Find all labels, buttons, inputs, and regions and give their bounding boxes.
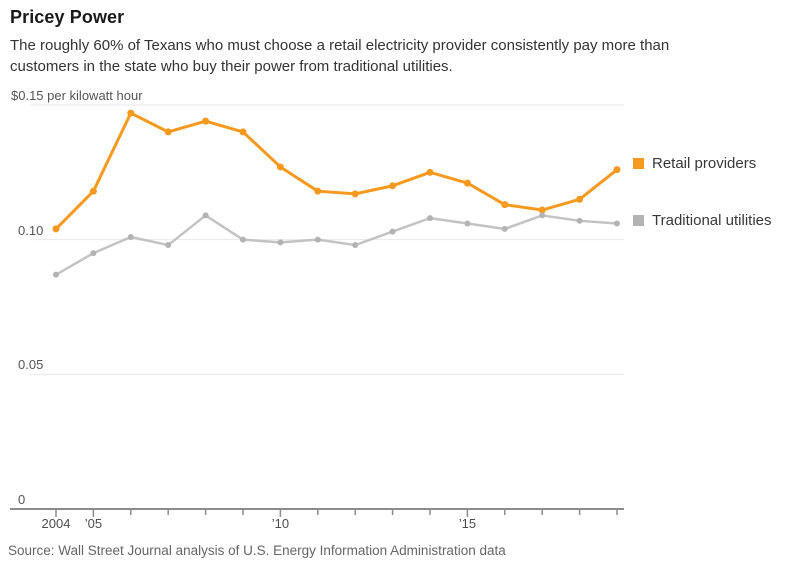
x-axis-label: ’05 <box>84 516 103 531</box>
retail-providers-swatch <box>633 158 644 169</box>
data-point <box>164 128 172 136</box>
traditional-utilities-swatch <box>633 215 644 226</box>
data-point <box>276 163 284 171</box>
legend-label-traditional-utilities: Traditional utilities <box>652 212 772 229</box>
chart-subtitle: The roughly 60% of Texans who must choos… <box>10 37 670 75</box>
data-point <box>464 220 471 227</box>
y-axis-label: 0.10 <box>18 222 44 238</box>
data-point <box>52 225 60 233</box>
data-point <box>426 168 434 176</box>
data-point <box>501 201 509 209</box>
y-axis-label: 0.05 <box>18 357 44 373</box>
legend-item-traditional-utilities: Traditional utilities <box>633 212 800 229</box>
data-point <box>352 242 359 249</box>
data-point <box>277 239 284 246</box>
data-point <box>89 187 97 195</box>
data-point <box>613 166 621 174</box>
data-point <box>614 220 620 227</box>
data-point <box>127 109 135 117</box>
series-line-traditional-utilities <box>54 214 619 276</box>
legend: Retail providers Traditional utilities <box>633 155 800 229</box>
data-point <box>314 187 322 195</box>
data-point <box>53 271 59 278</box>
data-point <box>351 190 359 198</box>
x-axis-label: ’10 <box>271 516 290 531</box>
data-point <box>127 233 134 240</box>
chart-title: Pricey Power <box>10 7 125 27</box>
data-point <box>538 206 546 214</box>
data-point <box>427 215 433 222</box>
data-point <box>314 236 321 243</box>
data-point <box>389 228 396 235</box>
x-axis-label: ’15 <box>458 516 477 531</box>
data-point <box>539 212 546 219</box>
source-note: Source: Wall Street Journal analysis of … <box>8 543 506 558</box>
plot-area <box>10 104 624 517</box>
data-point <box>240 236 246 243</box>
y-axis-label: 0 <box>18 492 26 507</box>
data-point <box>463 179 471 187</box>
data-point <box>389 182 397 190</box>
x-axis-label: 2004 <box>41 516 71 531</box>
data-point <box>576 195 584 203</box>
data-point <box>90 250 97 257</box>
series-line-retail-providers <box>54 111 619 231</box>
y-axis-label: $0.15 per kilowatt hour <box>11 88 143 103</box>
legend-label-retail-providers: Retail providers <box>652 155 757 172</box>
data-point <box>576 217 583 224</box>
data-point <box>165 242 172 249</box>
data-point <box>239 128 247 136</box>
data-point <box>501 225 508 232</box>
data-point <box>202 212 209 219</box>
legend-item-retail-providers: Retail providers <box>633 155 800 172</box>
data-point <box>202 117 210 125</box>
